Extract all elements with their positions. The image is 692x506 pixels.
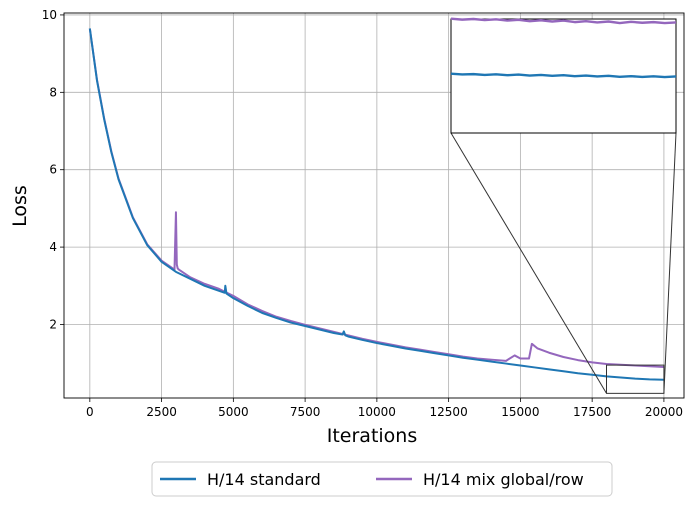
plot-frame <box>63 12 685 399</box>
x-tick-label: 12500 <box>430 405 468 419</box>
inset-series-line-standard <box>450 72 677 79</box>
zoom-connector-right <box>663 132 677 394</box>
x-tick-label: 15000 <box>501 405 539 419</box>
x-tick-label: 7500 <box>290 405 321 419</box>
zoom-region-box <box>606 364 665 394</box>
zoom-connector-left <box>450 132 607 394</box>
series-line-mix-global-row <box>88 28 664 369</box>
x-tick-label: 10000 <box>358 405 396 419</box>
x-axis-title: Iterations <box>327 425 418 447</box>
y-tick-label: 10 <box>42 8 57 22</box>
inset-zoom-plot <box>450 17 677 134</box>
legend-label-standard: H/14 standard <box>207 470 321 489</box>
inset-series-line-mix-global-row <box>450 17 677 25</box>
zoom-indicator <box>450 132 677 394</box>
legend-label-mix: H/14 mix global/row <box>423 470 584 489</box>
x-tick-label: 0 <box>86 405 94 419</box>
y-tick-label: 4 <box>49 240 57 254</box>
legend: H/14 standard H/14 mix global/row <box>151 461 613 497</box>
series-layer <box>88 28 664 381</box>
y-tick-label: 6 <box>49 163 57 177</box>
y-tick-label: 2 <box>49 317 57 331</box>
x-tick-label: 2500 <box>146 405 177 419</box>
series-line-standard <box>88 28 664 381</box>
y-tick-label: 8 <box>49 85 57 99</box>
x-tick-label: 5000 <box>218 405 249 419</box>
axis-ticks: 0 2500 5000 7500 10000 12500 15000 17500 20000 2 4… <box>42 8 683 419</box>
x-tick-label: 20000 <box>645 405 683 419</box>
x-tick-label: 17500 <box>573 405 611 419</box>
y-axis-title: Loss <box>9 185 31 227</box>
